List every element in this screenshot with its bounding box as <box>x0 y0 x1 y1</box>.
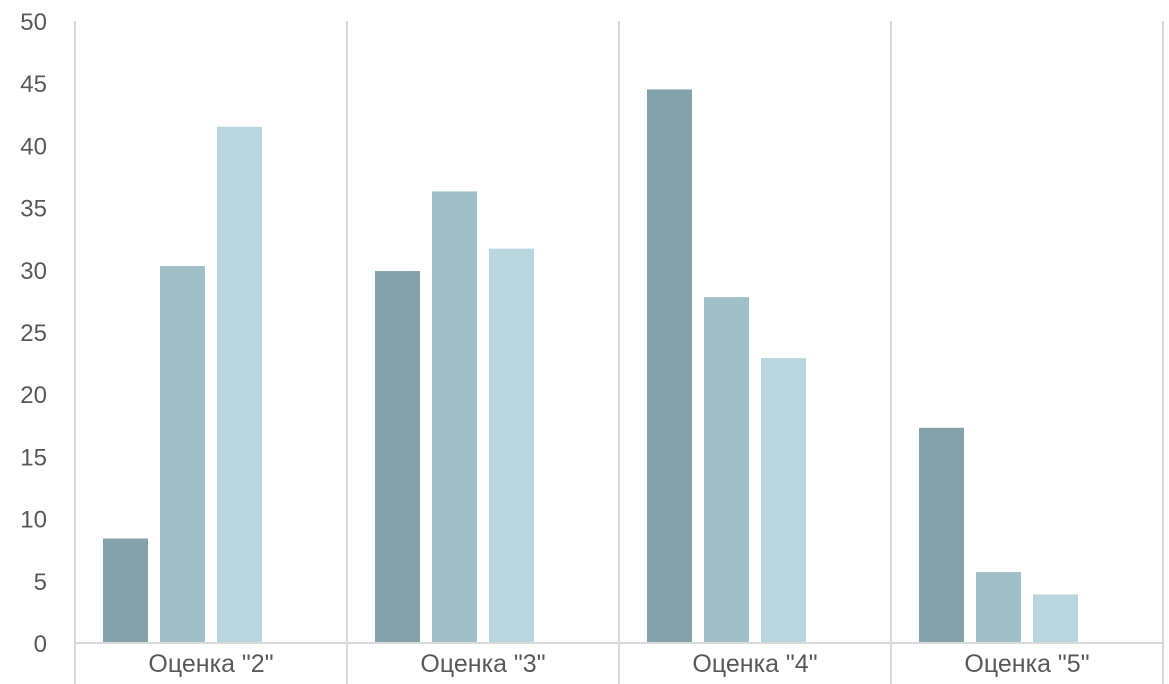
y-tick-label: 10 <box>20 507 47 534</box>
x-category-label: Оценка "2" <box>148 650 273 678</box>
bar <box>103 538 148 643</box>
y-tick-label: 35 <box>20 196 47 223</box>
y-tick-label: 5 <box>34 569 47 596</box>
bar <box>761 358 806 643</box>
bar <box>976 572 1021 643</box>
y-tick-label: 30 <box>20 258 47 285</box>
category-separators <box>74 21 1164 684</box>
x-category-label: Оценка "3" <box>420 650 545 678</box>
bar <box>375 271 420 643</box>
y-tick-label: 0 <box>34 631 47 658</box>
bar <box>704 297 749 643</box>
bar <box>217 126 262 644</box>
x-category-label: Оценка "5" <box>964 650 1089 678</box>
y-tick-label: 40 <box>20 133 47 160</box>
bar <box>489 248 534 644</box>
bar <box>647 89 692 644</box>
bars <box>103 89 1078 644</box>
bar <box>160 266 205 643</box>
bar <box>432 191 477 644</box>
x-axis-labels: Оценка "2" Оценка "3" Оценка "4" Оценка "5" <box>148 650 1089 678</box>
bar <box>919 427 964 643</box>
y-tick-label: 50 <box>20 9 47 36</box>
y-tick-label: 15 <box>20 444 47 471</box>
x-category-label: Оценка "4" <box>692 650 817 678</box>
y-axis-ticks: 0 5 10 15 20 25 30 35 40 45 50 <box>20 9 47 658</box>
y-tick-label: 20 <box>20 382 47 409</box>
y-tick-label: 25 <box>20 320 47 347</box>
y-tick-label: 45 <box>20 71 47 98</box>
bar <box>1033 594 1078 643</box>
